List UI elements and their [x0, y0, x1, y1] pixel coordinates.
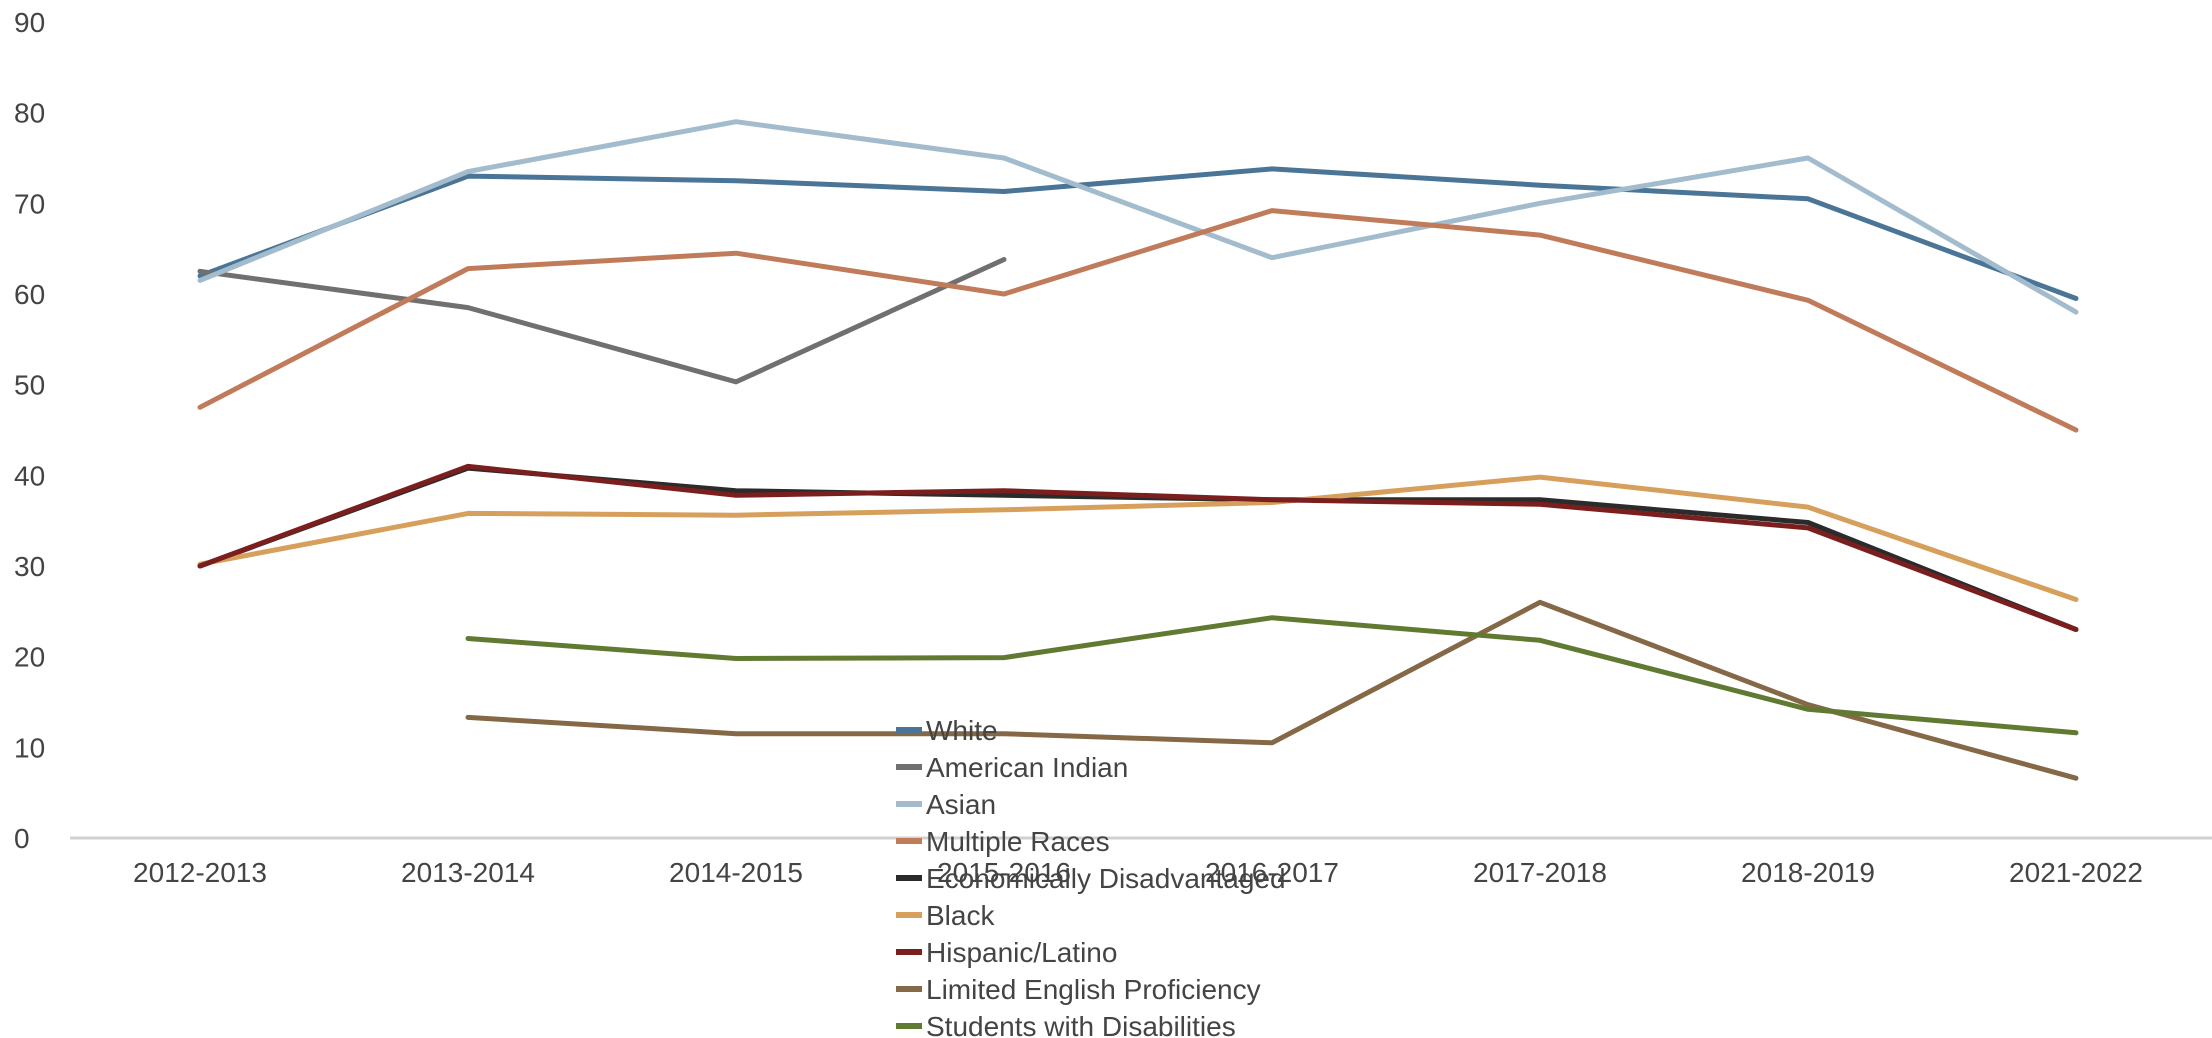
- y-tick-label: 10: [14, 732, 45, 763]
- legend-label: White: [926, 715, 998, 746]
- x-tick-label: 2015-2016: [937, 857, 1071, 888]
- x-tick-label: 2014-2015: [669, 857, 803, 888]
- series-line: [197, 463, 2079, 632]
- legend-label: Limited English Proficiency: [926, 974, 1261, 1005]
- legend-label: Hispanic/Latino: [926, 937, 1117, 968]
- legend-label: Multiple Races: [926, 826, 1110, 857]
- legend-label: Students with Disabilities: [926, 1011, 1236, 1038]
- legend: White American Indian Asian Multiple Races E…: [896, 715, 1286, 1038]
- x-tick-label: 2016-2017: [1205, 857, 1339, 888]
- series-line: [197, 119, 2079, 315]
- legend-label: Economically Disadvantaged: [926, 863, 1286, 894]
- y-tick-label: 70: [14, 188, 45, 219]
- y-tick-label: 60: [14, 279, 45, 310]
- y-tick-label: 30: [14, 551, 45, 582]
- y-tick-label: 80: [14, 98, 45, 129]
- legend-label: Black: [926, 900, 995, 931]
- series-line: [197, 208, 2079, 433]
- legend-label: Asian: [926, 789, 996, 820]
- y-tick-label: 40: [14, 460, 45, 491]
- x-tick-label: 2017-2018: [1473, 857, 1607, 888]
- x-tick-label: 2012-2013: [133, 857, 267, 888]
- y-tick-label: 0: [14, 823, 30, 854]
- y-tick-label: 50: [14, 370, 45, 401]
- x-axis-ticks: 2012-2013 2013-2014 2014-2015 2015-2016 2016…: [133, 857, 2143, 888]
- x-tick-label: 2013-2014: [401, 857, 535, 888]
- y-tick-label: 20: [14, 642, 45, 673]
- x-tick-label: 2021-2022: [2009, 857, 2143, 888]
- series-lines: [197, 119, 2079, 781]
- y-tick-label: 90: [14, 7, 45, 38]
- series-line: [465, 599, 2079, 781]
- series-line: [197, 166, 2079, 301]
- x-tick-label: 2018-2019: [1741, 857, 1875, 888]
- series-line: [197, 465, 2079, 632]
- legend-label: American Indian: [926, 752, 1128, 783]
- series-line: [465, 615, 2079, 736]
- series-line: [197, 257, 1007, 385]
- series-line: [197, 474, 2079, 602]
- y-axis-ticks: 0 10 20 30 40 50 60 70 80 90: [14, 7, 45, 854]
